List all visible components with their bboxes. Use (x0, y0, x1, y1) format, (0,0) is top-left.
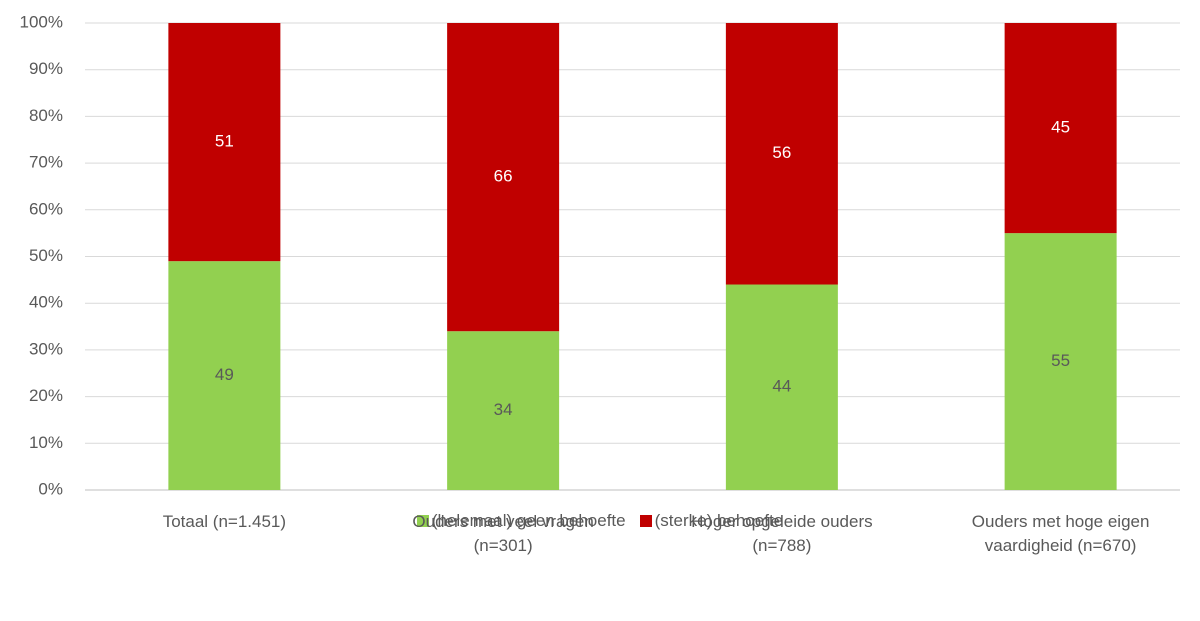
data-label: 66 (494, 167, 513, 186)
y-tick-label: 50% (29, 246, 63, 265)
y-tick-label: 90% (29, 59, 63, 78)
legend-swatch (639, 515, 652, 527)
data-label: 51 (215, 132, 234, 151)
data-label: 56 (772, 143, 791, 162)
x-tick-label: Totaal (n=1.451) (162, 512, 287, 531)
data-label: 44 (772, 377, 791, 396)
data-label: 34 (494, 400, 513, 419)
bar-segment (725, 23, 838, 285)
x-tick-label: Hoger opgeleide ouders (n=788) (691, 512, 873, 555)
x-tick-label: Ouders met veel vragen (n=301) (412, 512, 594, 555)
bar-segment (1004, 23, 1117, 234)
legend-swatch (416, 515, 429, 527)
y-tick-label: 100% (20, 12, 63, 31)
bar-segment (168, 261, 281, 490)
y-tick-label: 80% (29, 106, 63, 125)
legend-label: (sterke) behoefte (654, 511, 784, 530)
legend-item: (helemaal) geen behoefte (416, 511, 626, 531)
data-label: 49 (215, 365, 234, 384)
legend-label: (helemaal) geen behoefte (431, 511, 626, 530)
bar-segment (725, 284, 838, 490)
y-tick-label: 40% (29, 293, 63, 312)
y-tick-label: 60% (29, 199, 63, 218)
y-tick-label: 30% (29, 339, 63, 358)
bar-segment (168, 23, 281, 262)
bar-segment (447, 23, 560, 332)
data-label: 45 (1051, 118, 1070, 137)
y-tick-label: 70% (29, 153, 63, 172)
bar-segment (447, 331, 560, 490)
data-label: 55 (1051, 351, 1070, 370)
y-tick-label: 10% (29, 433, 63, 452)
legend: (helemaal) geen behoefte (sterke) behoeft… (0, 511, 1200, 531)
x-tick-label: Ouders met hoge eigen vaardigheid (n=670… (971, 512, 1150, 555)
y-tick-label: 20% (29, 386, 63, 405)
y-tick-label: 0% (38, 479, 63, 498)
bar-segment (1004, 233, 1117, 490)
legend-item: (sterke) behoefte (639, 511, 784, 531)
